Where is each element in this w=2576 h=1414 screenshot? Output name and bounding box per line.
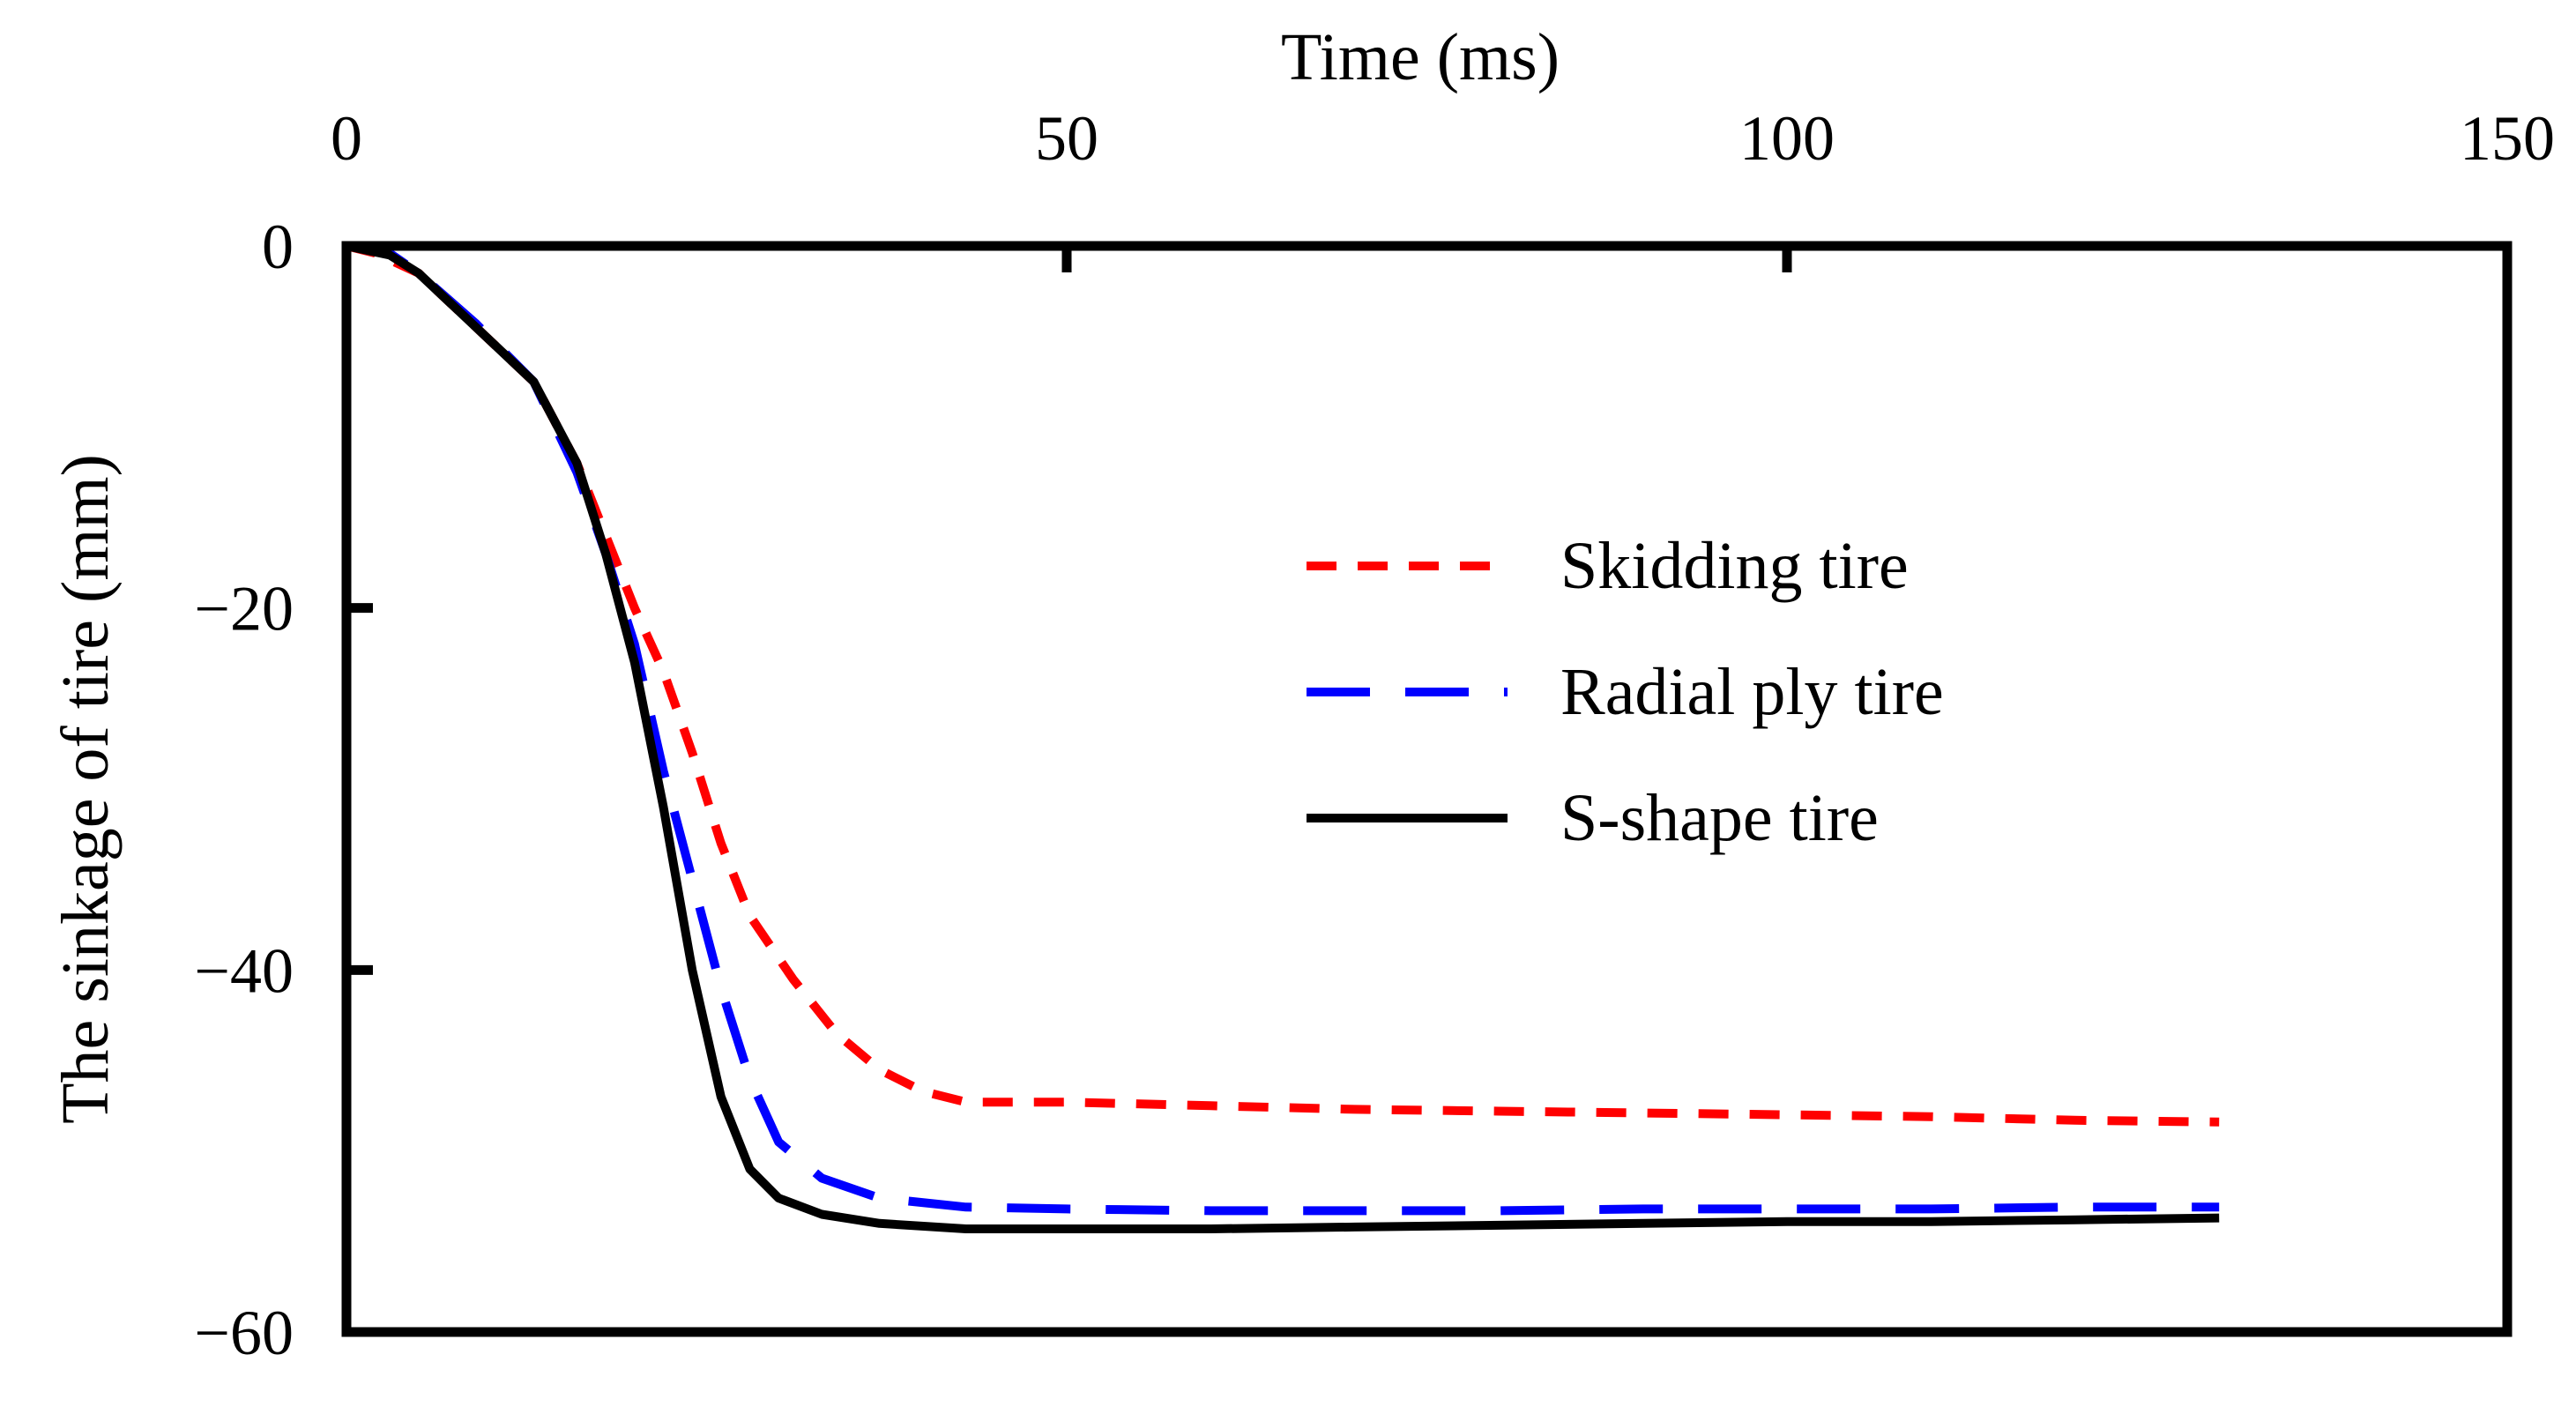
legend-label-1: Skidding tire (1560, 529, 1909, 603)
y-tick-label: −40 (194, 935, 294, 1006)
y-axis-title: The sinkage of tire (mm) (48, 454, 123, 1124)
legend-label-3: S-shape tire (1560, 781, 1879, 855)
x-tick-label: 50 (1035, 103, 1098, 174)
legend-label-2: Radial ply tire (1560, 655, 1944, 729)
y-tick-label: 0 (262, 212, 294, 282)
y-tick-label: −20 (194, 574, 294, 644)
series-line-3 (345, 242, 2220, 1233)
tick-layer: 0 50 100 150 0 −20 −40 −60 (194, 103, 2555, 1368)
x-tick-label: 100 (1739, 103, 1835, 174)
series-line-1 (345, 242, 2220, 1127)
x-tick-label: 0 (331, 103, 362, 174)
plot-frame (341, 241, 2513, 1337)
x-axis-title: Time (ms) (1281, 20, 1560, 94)
legend: Skidding tire Radial ply tire S-shape tire (1307, 529, 1944, 855)
series-layer (345, 242, 2220, 1233)
x-tick-label: 150 (2460, 103, 2555, 174)
y-tick-label: −60 (194, 1298, 294, 1368)
